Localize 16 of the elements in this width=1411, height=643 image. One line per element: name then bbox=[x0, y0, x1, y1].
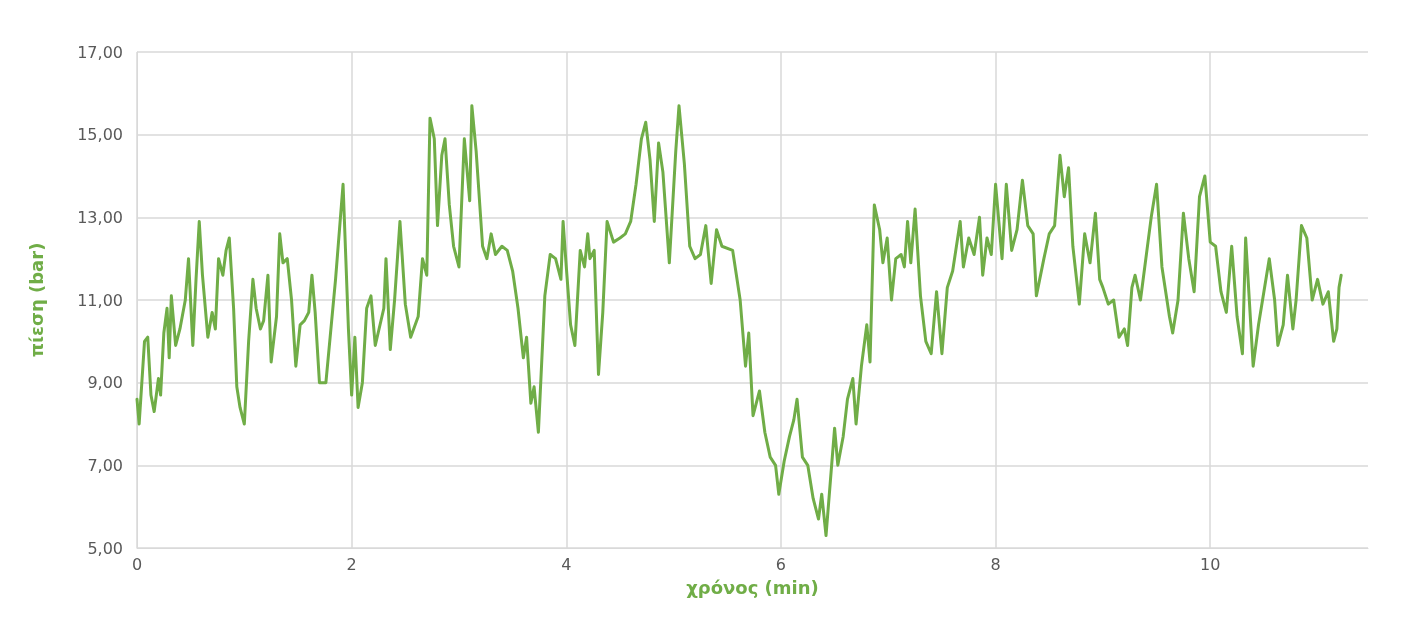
x-tick-label: 4 bbox=[561, 554, 572, 574]
x-tick-label: 10 bbox=[1200, 554, 1221, 574]
x-tick-label: 8 bbox=[990, 554, 1001, 574]
y-axis-title: πίεση (bar) bbox=[25, 242, 47, 358]
y-tick-label: 5,00 bbox=[87, 538, 123, 558]
y-tick-label: 7,00 bbox=[87, 455, 123, 475]
x-axis-title: χρόνος (min) bbox=[686, 576, 819, 598]
x-tick-label: 6 bbox=[775, 554, 787, 574]
y-tick-label: 17,00 bbox=[77, 42, 123, 62]
x-tick-label: 2 bbox=[346, 554, 357, 574]
y-tick-label: 11,00 bbox=[77, 290, 123, 310]
y-tick-label: 15,00 bbox=[77, 125, 123, 145]
y-tick-label: 13,00 bbox=[77, 207, 123, 227]
line-series bbox=[135, 104, 1343, 538]
x-tick-label: 0 bbox=[131, 554, 143, 574]
y-tick-label: 9,00 bbox=[87, 373, 123, 393]
